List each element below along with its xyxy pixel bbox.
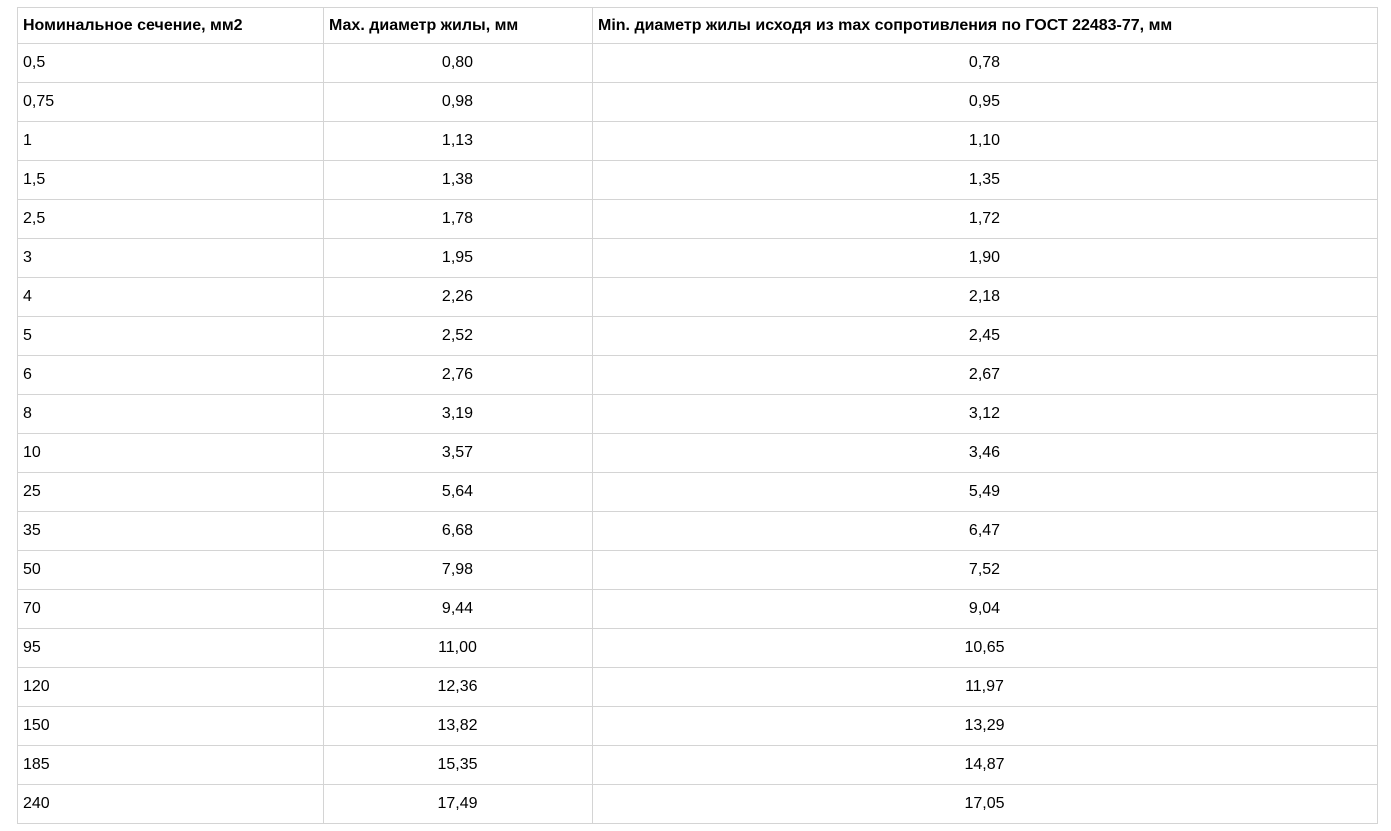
- table-cell: 1,95: [323, 238, 593, 278]
- table-cell: 0,98: [323, 82, 593, 122]
- wire-diameter-table: Номинальное сечение, мм2 Мах. диаметр жи…: [17, 7, 1378, 824]
- table-cell: 2,26: [323, 277, 593, 317]
- table-cell: 2,5: [17, 199, 324, 239]
- table-cell: 2,52: [323, 316, 593, 356]
- table-cell: 10,65: [592, 628, 1378, 668]
- table-row: 185 15,35 14,87: [17, 745, 1378, 785]
- table-cell: 0,80: [323, 43, 593, 83]
- table-cell: 11,97: [592, 667, 1378, 707]
- table-cell: 3,12: [592, 394, 1378, 434]
- column-header-nominal-section: Номинальное сечение, мм2: [17, 7, 324, 44]
- table-row: 3 1,95 1,90: [17, 238, 1378, 278]
- table-row: 0,5 0,80 0,78: [17, 43, 1378, 83]
- table-row: 6 2,76 2,67: [17, 355, 1378, 395]
- table-cell: 14,87: [592, 745, 1378, 785]
- table-row: 120 12,36 11,97: [17, 667, 1378, 707]
- table-cell: 70: [17, 589, 324, 629]
- table-row: 1 1,13 1,10: [17, 121, 1378, 161]
- table-row: 150 13,82 13,29: [17, 706, 1378, 746]
- table-row: 8 3,19 3,12: [17, 394, 1378, 434]
- table-cell: 95: [17, 628, 324, 668]
- table-cell: 0,78: [592, 43, 1378, 83]
- table-cell: 240: [17, 784, 324, 824]
- table-cell: 7,98: [323, 550, 593, 590]
- table-cell: 9,04: [592, 589, 1378, 629]
- table-cell: 15,35: [323, 745, 593, 785]
- table-cell: 6,47: [592, 511, 1378, 551]
- table-body: 0,5 0,80 0,78 0,75 0,98 0,95 1 1,13 1,10 1,5 1,38 1…: [17, 43, 1378, 824]
- table-cell: 4: [17, 277, 324, 317]
- table-cell: 2,18: [592, 277, 1378, 317]
- table-cell: 0,95: [592, 82, 1378, 122]
- table-cell: 2,76: [323, 355, 593, 395]
- table-cell: 2,67: [592, 355, 1378, 395]
- table-cell: 1,10: [592, 121, 1378, 161]
- table-row: 70 9,44 9,04: [17, 589, 1378, 629]
- table-cell: 1,78: [323, 199, 593, 239]
- table-cell: 17,05: [592, 784, 1378, 824]
- column-header-min-diameter: Min. диаметр жилы исходя из max сопротив…: [592, 7, 1378, 44]
- table-row: 35 6,68 6,47: [17, 511, 1378, 551]
- table-cell: 1,72: [592, 199, 1378, 239]
- table-cell: 6,68: [323, 511, 593, 551]
- table-cell: 8: [17, 394, 324, 434]
- table-cell: 3,46: [592, 433, 1378, 473]
- table-row: 240 17,49 17,05: [17, 784, 1378, 824]
- table-cell: 13,29: [592, 706, 1378, 746]
- table-cell: 1: [17, 121, 324, 161]
- table-cell: 2,45: [592, 316, 1378, 356]
- table-cell: 1,38: [323, 160, 593, 200]
- table-cell: 7,52: [592, 550, 1378, 590]
- table-cell: 1,13: [323, 121, 593, 161]
- table-cell: 13,82: [323, 706, 593, 746]
- table-cell: 11,00: [323, 628, 593, 668]
- table-row: 5 2,52 2,45: [17, 316, 1378, 356]
- table-cell: 1,90: [592, 238, 1378, 278]
- table-header-row: Номинальное сечение, мм2 Мах. диаметр жи…: [17, 7, 1378, 44]
- table-cell: 50: [17, 550, 324, 590]
- table-row: 4 2,26 2,18: [17, 277, 1378, 317]
- table-cell: 6: [17, 355, 324, 395]
- column-header-max-diameter: Мах. диаметр жилы, мм: [323, 7, 593, 44]
- table-cell: 1,35: [592, 160, 1378, 200]
- table-cell: 150: [17, 706, 324, 746]
- table-cell: 0,75: [17, 82, 324, 122]
- table-row: 25 5,64 5,49: [17, 472, 1378, 512]
- table-row: 50 7,98 7,52: [17, 550, 1378, 590]
- table-cell: 25: [17, 472, 324, 512]
- table-row: 95 11,00 10,65: [17, 628, 1378, 668]
- table-cell: 3: [17, 238, 324, 278]
- table-cell: 12,36: [323, 667, 593, 707]
- table-cell: 9,44: [323, 589, 593, 629]
- table-cell: 10: [17, 433, 324, 473]
- table-cell: 120: [17, 667, 324, 707]
- table-cell: 35: [17, 511, 324, 551]
- table-row: 1,5 1,38 1,35: [17, 160, 1378, 200]
- table-row: 10 3,57 3,46: [17, 433, 1378, 473]
- table-cell: 3,57: [323, 433, 593, 473]
- table-cell: 1,5: [17, 160, 324, 200]
- table-row: 2,5 1,78 1,72: [17, 199, 1378, 239]
- table-cell: 5: [17, 316, 324, 356]
- table-cell: 3,19: [323, 394, 593, 434]
- table-cell: 0,5: [17, 43, 324, 83]
- table-cell: 5,49: [592, 472, 1378, 512]
- table-row: 0,75 0,98 0,95: [17, 82, 1378, 122]
- table-cell: 185: [17, 745, 324, 785]
- table-cell: 5,64: [323, 472, 593, 512]
- table-cell: 17,49: [323, 784, 593, 824]
